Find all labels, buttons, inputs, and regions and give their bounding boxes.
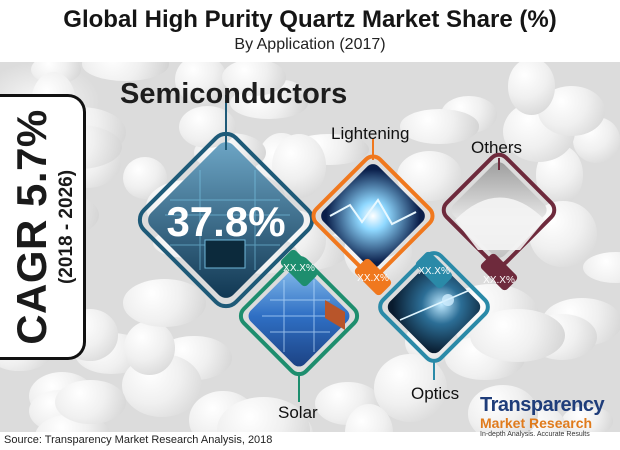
logo-line-2: Market Research <box>480 415 593 431</box>
source-note: Source: Transparency Market Research Ana… <box>4 434 273 446</box>
quartz-pebble <box>122 279 207 328</box>
quartz-pebble <box>124 320 176 376</box>
solar-share-label: XX.X% <box>283 263 315 274</box>
cagr-panel <box>0 94 86 360</box>
quartz-pebble <box>221 62 287 96</box>
cagr-period: (2018 - 2026) <box>56 169 77 285</box>
lightening-segment: XX.X% <box>311 138 435 296</box>
cagr-value: CAGR 5.7% <box>8 109 55 345</box>
quartz-pebble <box>399 109 480 144</box>
quartz-pebble <box>468 385 538 432</box>
quartz-pebble <box>54 379 127 425</box>
quartz-pebble <box>396 150 462 201</box>
semiconductors-segment: 37.8% <box>137 95 315 309</box>
quartz-pebble <box>175 62 228 105</box>
optics-label: Optics <box>411 384 460 403</box>
chart-title: Global High Purity Quartz Market Share (… <box>63 6 557 33</box>
quartz-pebble <box>562 405 613 432</box>
semiconductors-share-label: 37.8% <box>166 198 285 245</box>
others-share-label: XX.X% <box>483 275 515 286</box>
optics-segment: XX.X% <box>378 251 490 380</box>
optics-share-label: XX.X% <box>418 266 450 277</box>
solar-segment: XX.X% <box>238 249 360 402</box>
others-label: Others <box>471 138 523 157</box>
lightening-share-label: XX.X% <box>357 273 389 284</box>
solar-label: Solar <box>278 403 318 422</box>
cagr-text-block: CAGR 5.7% (2018 - 2026) <box>8 109 78 345</box>
quartz-pebble <box>469 308 566 362</box>
logo-tagline: In-depth Analysis. Accurate Results <box>480 431 590 438</box>
others-segment: XX.X% <box>441 152 557 291</box>
quartz-pebble <box>507 62 556 115</box>
semiconductors-label: Semiconductors <box>120 78 348 110</box>
logo-line-1: Transparency <box>480 394 605 416</box>
company-logo: Transparency Market Research In-depth An… <box>480 394 618 446</box>
lightening-label: Lightening <box>331 124 410 143</box>
quartz-pebble <box>82 62 170 81</box>
chart-subtitle: By Application (2017) <box>234 36 386 53</box>
